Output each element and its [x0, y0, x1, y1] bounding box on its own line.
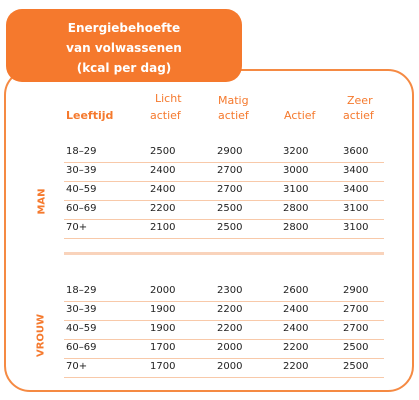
table-cell-active: 2400	[283, 304, 309, 315]
table-cell-moderate: 2000	[217, 342, 243, 353]
row-divider	[64, 200, 384, 201]
table-cell-light: 2100	[150, 222, 176, 233]
table-cell-active: 2800	[283, 203, 309, 214]
row-divider	[64, 181, 384, 182]
table-cell-age: 18–29	[66, 285, 97, 296]
table-cell-active: 2600	[283, 285, 309, 296]
table-cell-light: 1900	[150, 304, 176, 315]
table-cell-very: 2900	[343, 285, 369, 296]
row-divider	[64, 162, 384, 163]
table-cell-age: 18–29	[66, 146, 97, 157]
title-banner: Energiebehoefte van volwassenen (kcal pe…	[6, 9, 242, 82]
group-label-vrouw: VROUW	[35, 313, 47, 358]
row-divider	[64, 238, 384, 239]
header-light-line1: Licht	[155, 92, 182, 105]
table-cell-age: 60–69	[66, 203, 97, 214]
header-moderate-line2: actief	[218, 109, 249, 122]
table-cell-age: 70+	[66, 222, 88, 233]
table-cell-moderate: 2700	[217, 184, 243, 195]
header-age: Leeftijd	[66, 109, 114, 122]
table-cell-active: 2200	[283, 361, 309, 372]
row-divider	[64, 339, 384, 340]
title-line-2: van volwassenen	[66, 41, 182, 55]
table-cell-very: 2500	[343, 361, 369, 372]
header-moderate-line1: Matig	[218, 94, 249, 107]
table-cell-active: 2800	[283, 222, 309, 233]
table-cell-moderate: 2900	[217, 146, 243, 157]
title-line-3: (kcal per dag)	[76, 61, 172, 75]
table-card	[4, 69, 414, 392]
table-cell-very: 3600	[343, 146, 369, 157]
table-cell-moderate: 2500	[217, 203, 243, 214]
header-very-line2: actief	[343, 109, 374, 122]
table-cell-moderate: 2200	[217, 304, 243, 315]
title-line-1: Energiebehoefte	[67, 21, 181, 35]
table-cell-light: 2500	[150, 146, 176, 157]
header-very-line1: Zeer	[347, 94, 373, 107]
table-cell-active: 3100	[283, 184, 309, 195]
table-cell-age: 30–39	[66, 304, 97, 315]
table-cell-moderate: 2000	[217, 361, 243, 372]
table-cell-age: 40–59	[66, 184, 97, 195]
table-cell-moderate: 2700	[217, 165, 243, 176]
table-cell-very: 3100	[343, 222, 369, 233]
row-divider	[64, 219, 384, 220]
group-divider	[64, 252, 384, 255]
table-cell-very: 2700	[343, 323, 369, 334]
table-cell-age: 70+	[66, 361, 88, 372]
table-cell-moderate: 2200	[217, 323, 243, 334]
table-cell-very: 3400	[343, 165, 369, 176]
header-active: Actief	[284, 109, 316, 122]
table-cell-active: 3000	[283, 165, 309, 176]
row-divider	[64, 377, 384, 378]
table-cell-light: 1900	[150, 323, 176, 334]
row-divider	[64, 320, 384, 321]
table-cell-very: 3400	[343, 184, 369, 195]
table-cell-age: 60–69	[66, 342, 97, 353]
table-cell-light: 2400	[150, 165, 176, 176]
table-cell-moderate: 2300	[217, 285, 243, 296]
table-cell-light: 2200	[150, 203, 176, 214]
table-cell-light: 1700	[150, 342, 176, 353]
table-cell-active: 3200	[283, 146, 309, 157]
table-cell-age: 40–59	[66, 323, 97, 334]
table-cell-very: 2500	[343, 342, 369, 353]
row-divider	[64, 301, 384, 302]
table-cell-very: 2700	[343, 304, 369, 315]
table-cell-active: 2400	[283, 323, 309, 334]
row-divider	[64, 358, 384, 359]
table-cell-very: 3100	[343, 203, 369, 214]
table-cell-light: 2400	[150, 184, 176, 195]
table-cell-light: 1700	[150, 361, 176, 372]
table-cell-moderate: 2500	[217, 222, 243, 233]
table-cell-light: 2000	[150, 285, 176, 296]
table-cell-active: 2200	[283, 342, 309, 353]
header-light-line2: actief	[150, 109, 181, 122]
group-label-man: MAN	[36, 188, 48, 215]
table-cell-age: 30–39	[66, 165, 97, 176]
